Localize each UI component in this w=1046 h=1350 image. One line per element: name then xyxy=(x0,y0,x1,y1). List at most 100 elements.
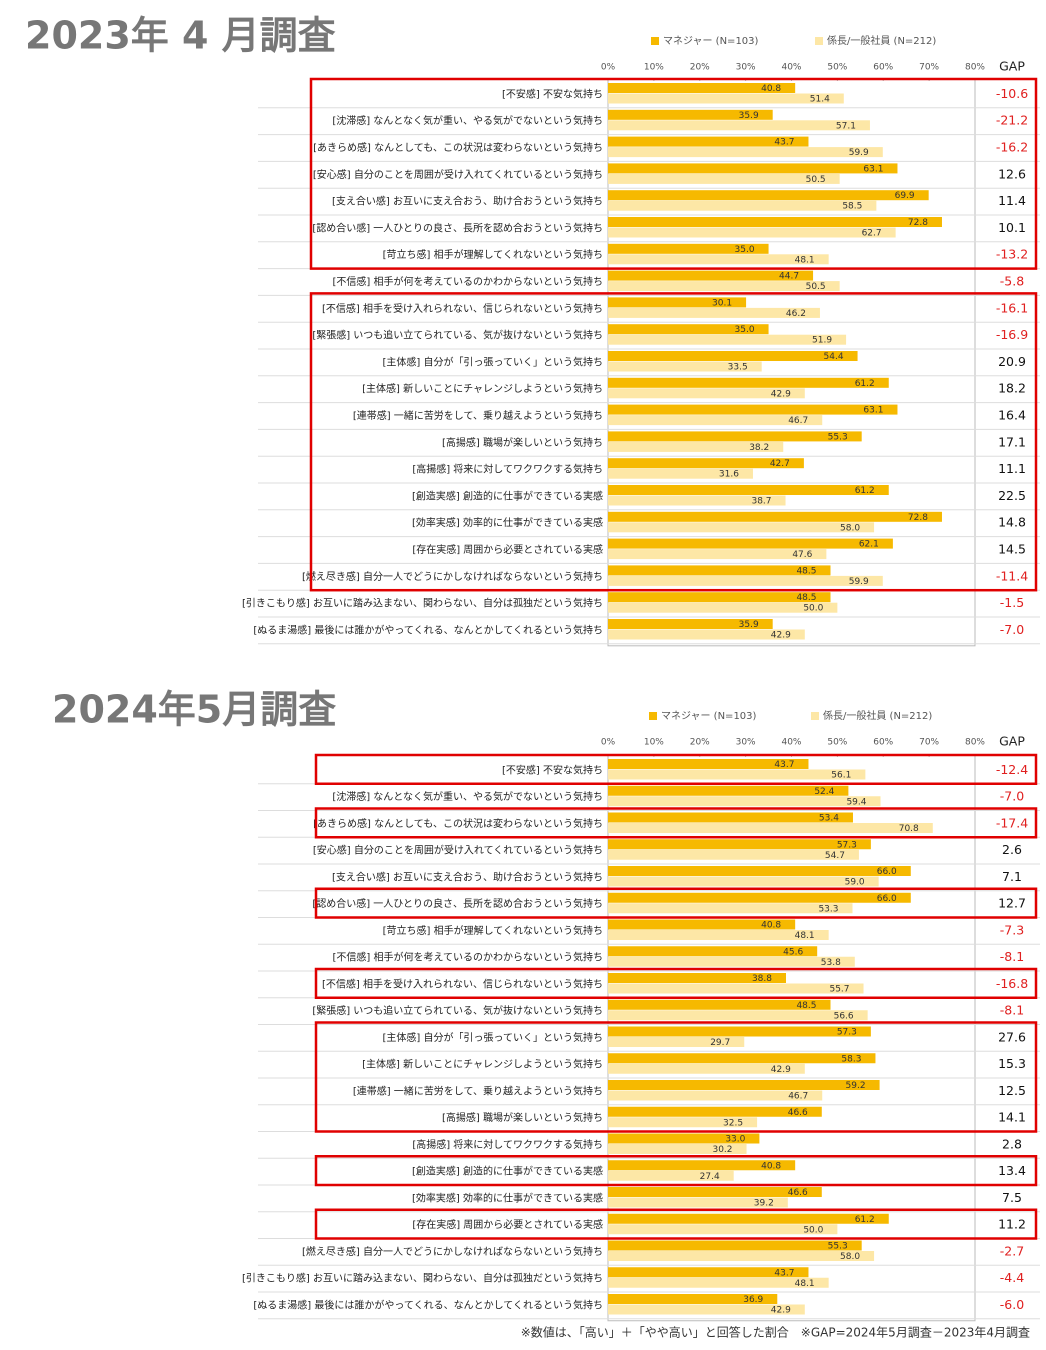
value-label: 48.1 xyxy=(795,931,815,941)
value-label: 42.7 xyxy=(770,459,790,469)
value-label: 43.7 xyxy=(774,1268,794,1278)
value-label: 52.4 xyxy=(814,787,834,797)
x-tick-label: 0% xyxy=(601,63,616,73)
value-label: 66.0 xyxy=(877,867,897,877)
gap-value: -12.4 xyxy=(996,762,1028,777)
gap-value: 2.6 xyxy=(1002,842,1022,857)
bar xyxy=(608,602,838,613)
value-label: 42.9 xyxy=(771,1065,791,1075)
highlight-box xyxy=(314,1021,1038,1133)
value-label: 55.3 xyxy=(828,1242,848,1252)
highlight-box xyxy=(314,753,1038,785)
gap-value: -16.9 xyxy=(996,327,1028,342)
value-label: 62.7 xyxy=(862,229,882,239)
bar xyxy=(608,839,871,850)
value-label: 51.4 xyxy=(810,95,830,105)
bar xyxy=(608,903,853,914)
gap-header: GAP xyxy=(999,59,1025,74)
category-label: [不信感] 相手が何を考えているのかわからないという気持ち xyxy=(333,951,603,964)
chart-title: 2024年5月調査 xyxy=(52,688,336,732)
value-label: 59.2 xyxy=(846,1081,866,1091)
highlight-box xyxy=(314,1155,1038,1187)
gap-value: 14.1 xyxy=(998,1110,1026,1125)
category-label: [苛立ち感] 相手が理解してくれないという気持ち xyxy=(383,248,603,261)
value-label: 46.6 xyxy=(788,1188,808,1198)
bar xyxy=(608,1080,880,1090)
value-label: 72.8 xyxy=(908,218,928,228)
bar xyxy=(608,919,796,930)
gap-value: -16.8 xyxy=(996,976,1028,991)
value-label: 32.5 xyxy=(723,1118,743,1128)
bar xyxy=(608,404,898,415)
value-label: 48.5 xyxy=(796,593,816,603)
category-label: [主体感] 自分が「引っ張っていく」という気持ち xyxy=(383,355,603,368)
bar xyxy=(608,1090,823,1101)
value-label: 46.6 xyxy=(788,1108,808,1118)
bar xyxy=(608,1187,822,1197)
gap-value: 27.6 xyxy=(998,1029,1026,1044)
bar xyxy=(608,1053,876,1064)
category-label: [不安感] 不安な気持ち xyxy=(502,763,603,776)
gap-value: 7.5 xyxy=(1002,1190,1022,1205)
x-tick-label: 50% xyxy=(827,738,847,748)
value-label: 59.0 xyxy=(845,878,865,888)
value-label: 50.0 xyxy=(803,1225,823,1235)
category-label: [効率実感] 効率的に仕事ができている実感 xyxy=(412,1191,603,1204)
bar xyxy=(608,1277,829,1288)
category-label: [支え合い感] お互いに支え合おう、助け合おうという気持ち xyxy=(332,195,603,208)
chart-title: 2023年 4 月調査 xyxy=(25,14,336,58)
value-label: 59.4 xyxy=(846,797,866,807)
bar xyxy=(608,1160,796,1171)
value-label: 48.5 xyxy=(796,1001,816,1011)
bar xyxy=(608,334,847,345)
bar xyxy=(608,1133,760,1144)
category-label: [不信感] 相手を受け入れられない、信じられないという気持ち xyxy=(322,977,603,990)
value-label: 46.2 xyxy=(786,309,806,319)
bar xyxy=(608,769,866,780)
bar xyxy=(608,431,862,442)
value-label: 50.5 xyxy=(806,175,826,185)
gap-value: 11.1 xyxy=(998,461,1026,476)
value-label: 36.9 xyxy=(743,1295,763,1305)
category-label: [緊張感] いつも追い立てられている、気が抜けないという気持ち xyxy=(312,329,603,342)
legend-label: マネジャー (N=103) xyxy=(663,35,759,47)
category-label: [連帯感] 一緒に苦労をして、乗り越えようという気持ち xyxy=(353,409,603,422)
value-label: 59.9 xyxy=(849,577,869,587)
bar xyxy=(608,1304,805,1315)
value-label: 58.5 xyxy=(842,202,862,212)
value-label: 33.5 xyxy=(728,363,748,373)
gap-value: 2.8 xyxy=(1002,1136,1022,1151)
bar xyxy=(608,876,879,887)
bar xyxy=(608,956,855,967)
bar xyxy=(608,823,933,833)
bar xyxy=(608,1224,838,1235)
value-label: 50.0 xyxy=(803,604,823,614)
bar xyxy=(608,1213,889,1224)
bar xyxy=(608,973,786,983)
category-label: [存在実感] 周囲から必要とされている実感 xyxy=(412,543,603,556)
value-label: 38.2 xyxy=(749,443,769,453)
value-label: 39.2 xyxy=(754,1199,774,1209)
value-label: 62.1 xyxy=(859,540,879,550)
bar xyxy=(608,796,881,807)
bar xyxy=(608,120,870,131)
x-tick-label: 10% xyxy=(644,63,664,73)
bar xyxy=(608,458,804,469)
highlight-box xyxy=(314,967,1038,999)
value-label: 55.7 xyxy=(829,985,849,995)
bar xyxy=(608,1240,862,1251)
gap-value: 12.5 xyxy=(998,1083,1026,1098)
value-label: 42.9 xyxy=(771,631,791,641)
category-label: [ぬるま湯感] 最後には誰かがやってくれる、なんとかしてくれるという気持ち xyxy=(253,1298,603,1311)
x-tick-label: 70% xyxy=(919,738,939,748)
gap-value: 11.4 xyxy=(998,193,1026,208)
value-label: 53.4 xyxy=(819,814,839,824)
bar xyxy=(608,1251,875,1261)
category-label: [連帯感] 一緒に苦労をして、乗り越えようという気持ち xyxy=(353,1084,603,1097)
gap-value: -16.2 xyxy=(996,140,1028,155)
category-label: [燃え尽き感] 自分一人でどうにかしなければならないという気持ち xyxy=(302,1245,603,1258)
value-label: 51.9 xyxy=(812,336,832,346)
category-label: [不信感] 相手を受け入れられない、信じられないという気持ち xyxy=(322,302,603,315)
x-tick-label: 20% xyxy=(690,738,710,748)
